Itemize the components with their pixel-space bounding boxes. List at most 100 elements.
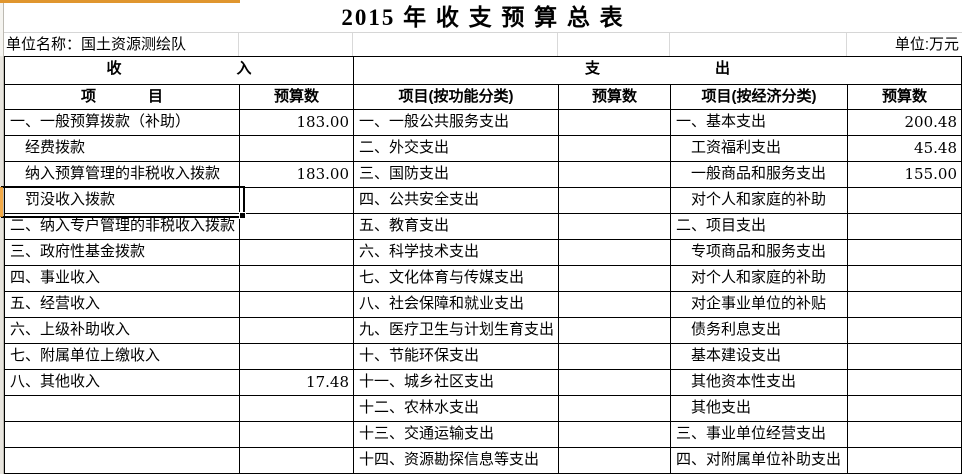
- func-item-cell[interactable]: 十三、交通运输支出: [354, 422, 559, 448]
- econ-budget-cell[interactable]: [848, 292, 962, 318]
- econ-budget-cell[interactable]: 45.48: [848, 136, 962, 162]
- econ-budget-cell[interactable]: [848, 448, 962, 474]
- econ-budget-cell[interactable]: [848, 396, 962, 422]
- func-budget-cell[interactable]: [559, 188, 671, 214]
- econ-item-cell[interactable]: 四、对附属单位补助支出: [671, 448, 848, 474]
- econ-budget-cell[interactable]: [848, 344, 962, 370]
- econ-item-cell[interactable]: 其他支出: [671, 396, 848, 422]
- func-budget-cell[interactable]: [559, 370, 671, 396]
- econ-budget-cell[interactable]: [848, 318, 962, 344]
- func-item-cell[interactable]: 十一、城乡社区支出: [354, 370, 559, 396]
- econ-item-cell[interactable]: 基本建设支出: [671, 344, 848, 370]
- func-item-cell[interactable]: 三、国防支出: [354, 162, 559, 188]
- func-budget-cell[interactable]: [559, 240, 671, 266]
- col-header-income-budget[interactable]: 预算数: [240, 85, 354, 110]
- econ-budget-cell[interactable]: 155.00: [848, 162, 962, 188]
- income-item-cell[interactable]: 六、上级补助收入: [5, 318, 240, 344]
- income-budget-cell[interactable]: 183.00: [240, 110, 354, 136]
- unit-row-spacer[interactable]: [239, 33, 353, 56]
- income-item-cell[interactable]: 五、经营收入: [5, 292, 240, 318]
- income-budget-cell[interactable]: [240, 448, 354, 474]
- func-item-cell[interactable]: 十、节能环保支出: [354, 344, 559, 370]
- func-item-cell[interactable]: 六、科学技术支出: [354, 240, 559, 266]
- income-item-cell[interactable]: 经费拨款: [5, 136, 240, 162]
- row-header-gutter[interactable]: [0, 0, 4, 474]
- func-budget-cell[interactable]: [559, 162, 671, 188]
- func-item-cell[interactable]: 二、外交支出: [354, 136, 559, 162]
- income-item-cell[interactable]: 二、纳入专户管理的非税收入拨款: [5, 214, 240, 240]
- func-budget-cell[interactable]: [559, 318, 671, 344]
- econ-item-cell[interactable]: 专项商品和服务支出: [671, 240, 848, 266]
- income-budget-cell[interactable]: [240, 292, 354, 318]
- econ-budget-cell[interactable]: 200.48: [848, 110, 962, 136]
- func-budget-cell[interactable]: [559, 136, 671, 162]
- income-budget-cell[interactable]: [240, 136, 354, 162]
- unit-row-spacer[interactable]: [558, 33, 670, 56]
- col-header-income-item[interactable]: 项目: [5, 85, 240, 110]
- col-header-func-item[interactable]: 项目(按功能分类): [354, 85, 559, 110]
- econ-item-cell[interactable]: 工资福利支出: [671, 136, 848, 162]
- page-title[interactable]: 2015 年 收 支 预 算 总 表: [4, 3, 962, 33]
- econ-item-cell[interactable]: 对企事业单位的补贴: [671, 292, 848, 318]
- func-item-cell[interactable]: 九、医疗卫生与计划生育支出: [354, 318, 559, 344]
- income-item-cell[interactable]: 纳入预算管理的非税收入拨款: [5, 162, 240, 188]
- econ-budget-cell[interactable]: [848, 240, 962, 266]
- econ-budget-cell[interactable]: [848, 370, 962, 396]
- econ-item-cell[interactable]: 一、基本支出: [671, 110, 848, 136]
- income-item-cell[interactable]: [5, 422, 240, 448]
- col-header-econ-budget[interactable]: 预算数: [848, 85, 962, 110]
- income-item-cell[interactable]: [5, 396, 240, 422]
- income-budget-cell[interactable]: 183.00: [240, 162, 354, 188]
- income-item-cell[interactable]: 一、一般预算拨款（补助）: [5, 110, 240, 136]
- func-budget-cell[interactable]: [559, 396, 671, 422]
- econ-item-cell[interactable]: 债务利息支出: [671, 318, 848, 344]
- func-budget-cell[interactable]: [559, 344, 671, 370]
- income-budget-cell[interactable]: [240, 344, 354, 370]
- func-budget-cell[interactable]: [559, 292, 671, 318]
- expense-section-header[interactable]: 支出: [354, 57, 962, 85]
- income-item-cell[interactable]: 四、事业收入: [5, 266, 240, 292]
- func-budget-cell[interactable]: [559, 266, 671, 292]
- func-item-cell[interactable]: 七、文化体育与传媒支出: [354, 266, 559, 292]
- income-item-cell[interactable]: [5, 448, 240, 474]
- unit-name-cell[interactable]: 单位名称：国土资源测绘队: [4, 33, 239, 56]
- income-budget-cell[interactable]: [240, 396, 354, 422]
- income-item-cell[interactable]: 七、附属单位上缴收入: [5, 344, 240, 370]
- income-budget-cell[interactable]: [240, 188, 354, 214]
- func-budget-cell[interactable]: [559, 110, 671, 136]
- income-item-cell-selected[interactable]: 罚没收入拨款: [5, 188, 240, 214]
- func-budget-cell[interactable]: [559, 448, 671, 474]
- income-budget-cell[interactable]: [240, 318, 354, 344]
- econ-budget-cell[interactable]: [848, 214, 962, 240]
- func-item-cell[interactable]: 四、公共安全支出: [354, 188, 559, 214]
- income-budget-cell[interactable]: [240, 240, 354, 266]
- econ-budget-cell[interactable]: [848, 188, 962, 214]
- income-budget-cell[interactable]: [240, 266, 354, 292]
- income-budget-cell[interactable]: [240, 214, 354, 240]
- fill-handle[interactable]: [239, 212, 246, 219]
- econ-item-cell[interactable]: 其他资本性支出: [671, 370, 848, 396]
- col-header-func-budget[interactable]: 预算数: [559, 85, 671, 110]
- func-item-cell[interactable]: 八、社会保障和就业支出: [354, 292, 559, 318]
- econ-item-cell[interactable]: 三、事业单位经营支出: [671, 422, 848, 448]
- selection-border[interactable]: [1, 186, 246, 219]
- col-header-econ-item[interactable]: 项目(按经济分类): [671, 85, 848, 110]
- econ-item-cell[interactable]: 对个人和家庭的补助: [671, 188, 848, 214]
- unit-row-spacer[interactable]: [670, 33, 847, 56]
- func-item-cell[interactable]: 五、教育支出: [354, 214, 559, 240]
- income-item-cell[interactable]: 八、其他收入: [5, 370, 240, 396]
- econ-item-cell[interactable]: 对个人和家庭的补助: [671, 266, 848, 292]
- income-budget-cell[interactable]: 17.48: [240, 370, 354, 396]
- func-budget-cell[interactable]: [559, 422, 671, 448]
- econ-budget-cell[interactable]: [848, 266, 962, 292]
- func-budget-cell[interactable]: [559, 214, 671, 240]
- func-item-cell[interactable]: 十四、资源勘探信息等支出: [354, 448, 559, 474]
- func-item-cell[interactable]: 十二、农林水支出: [354, 396, 559, 422]
- unit-label-cell[interactable]: 单位:万元: [894, 36, 959, 53]
- econ-budget-cell[interactable]: [848, 422, 962, 448]
- income-budget-cell[interactable]: [240, 422, 354, 448]
- econ-item-cell[interactable]: 一般商品和服务支出: [671, 162, 848, 188]
- econ-item-cell[interactable]: 二、项目支出: [671, 214, 848, 240]
- unit-row-spacer[interactable]: [353, 33, 558, 56]
- income-item-cell[interactable]: 三、政府性基金拨款: [5, 240, 240, 266]
